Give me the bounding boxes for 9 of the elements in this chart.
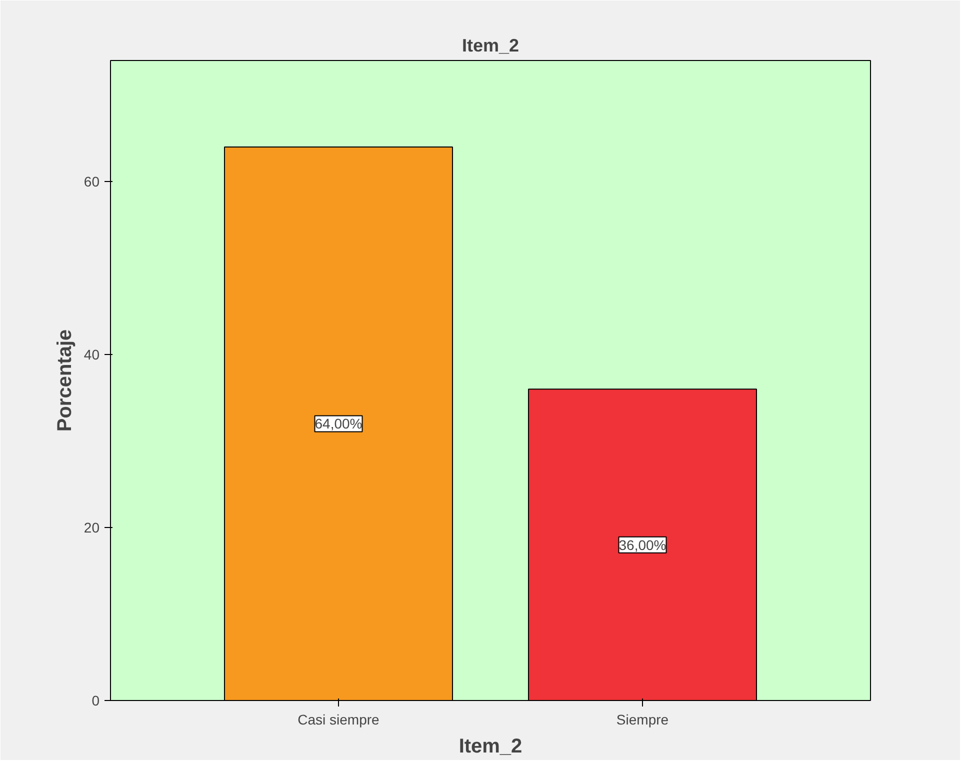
y-tick-label: 0 (92, 692, 100, 708)
y-tick-label: 20 (84, 520, 100, 536)
x-axis-title: Item_2 (458, 736, 522, 758)
chart-title: Item_2 (462, 36, 520, 56)
y-tick-label: 40 (84, 346, 100, 363)
x-tick-label: Casi siempre (298, 712, 380, 728)
y-tick-label: 60 (84, 174, 100, 190)
y-axis-title: Porcentaje (54, 329, 76, 432)
x-tick-label: Siempre (616, 712, 669, 728)
